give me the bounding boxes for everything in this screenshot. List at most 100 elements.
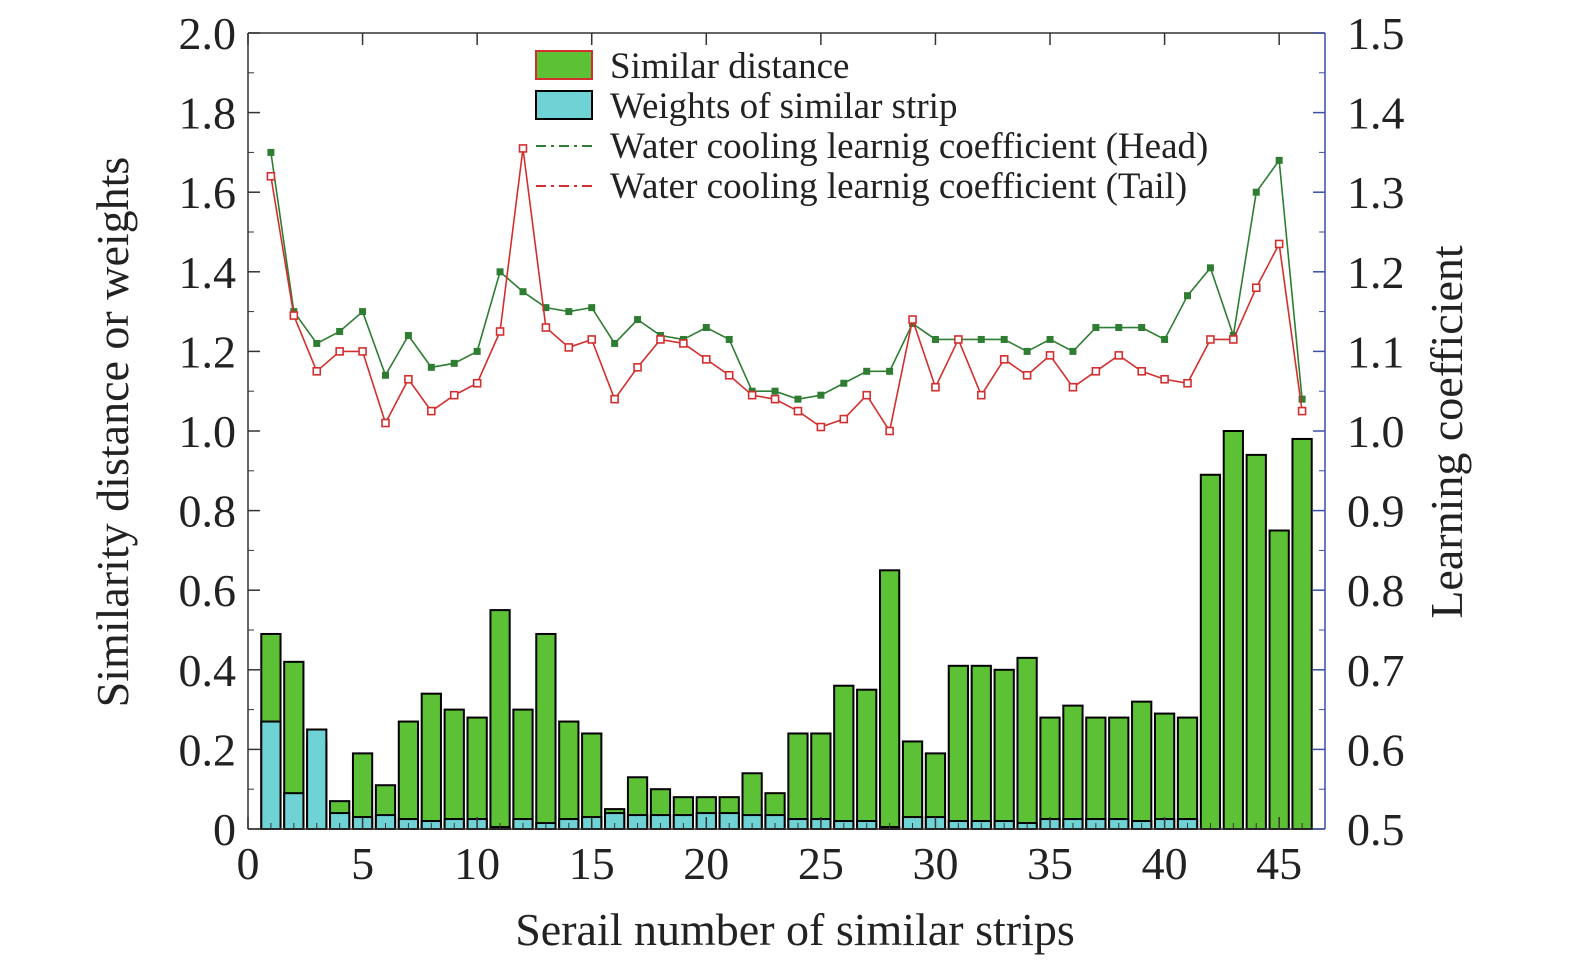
distance-bar bbox=[489, 609, 511, 830]
head-coefficient-point bbox=[1000, 335, 1008, 343]
distance-bar bbox=[1268, 529, 1290, 830]
tail-coefficient-point bbox=[495, 327, 505, 336]
y2-tick-label: 0.7 bbox=[1347, 645, 1405, 696]
head-coefficient-point bbox=[794, 395, 802, 403]
y2-tick-label: 1.5 bbox=[1347, 8, 1405, 59]
tail-coefficient-point bbox=[404, 374, 413, 384]
tail-coefficient-point bbox=[1297, 406, 1307, 416]
legend-label: Water cooling learnig coefficient (Head) bbox=[610, 126, 1208, 167]
head-coefficient-point bbox=[427, 363, 435, 371]
y2-tick-label: 1.1 bbox=[1347, 326, 1405, 377]
head-coefficient-point bbox=[381, 371, 389, 379]
axes-layer: 0 0.2 0.4 0.6 0.8 1.0 1.2 1.4 1.6 1.8 2.0 0.5 0.6 0.7… bbox=[179, 8, 1405, 889]
y-tick-label: 1.8 bbox=[179, 88, 237, 139]
tail-coefficient-point bbox=[518, 144, 528, 153]
tail-coefficient-point bbox=[541, 323, 551, 332]
y2-tick-label: 1.3 bbox=[1347, 167, 1405, 218]
y-axis-title: Similarity distance or weights bbox=[87, 157, 138, 708]
head-coefficient-point bbox=[1023, 347, 1031, 355]
legend-label: Similar distance bbox=[610, 46, 849, 87]
tail-coefficient-point bbox=[954, 335, 963, 344]
tail-coefficient-point bbox=[770, 394, 780, 404]
tail-coefficient-point bbox=[1114, 351, 1124, 360]
weight-bar bbox=[306, 728, 328, 830]
y-tick-label: 0 bbox=[213, 804, 236, 855]
tail-coefficient-point bbox=[381, 418, 390, 428]
tail-coefficient-point bbox=[335, 347, 344, 356]
y2-tick-label: 1.2 bbox=[1347, 247, 1405, 298]
y2-axis-title: Learning coefficient bbox=[1421, 245, 1472, 619]
tail-coefficient-point bbox=[1274, 239, 1284, 249]
head-coefficient-point bbox=[1252, 188, 1260, 196]
head-coefficient-point bbox=[565, 308, 573, 316]
tail-coefficient-point bbox=[701, 355, 711, 364]
y-tick-label: 2.0 bbox=[179, 8, 237, 59]
distance-bar bbox=[833, 684, 855, 830]
head-coefficient-point bbox=[1206, 264, 1214, 272]
head-coefficient-point bbox=[496, 268, 504, 276]
head-coefficient-point bbox=[1046, 335, 1054, 343]
tail-coefficient-point bbox=[358, 347, 367, 356]
distance-bar bbox=[1291, 437, 1313, 830]
distance-bar bbox=[1153, 712, 1176, 831]
x-axis-title: Serail number of similar strips bbox=[515, 904, 1075, 955]
head-coefficient-point bbox=[702, 324, 710, 332]
head-coefficient-point bbox=[542, 304, 550, 312]
x-tick-label: 15 bbox=[569, 838, 615, 889]
distance-bar bbox=[810, 732, 832, 830]
head-coefficient-point bbox=[519, 288, 527, 296]
distance-bar bbox=[1131, 700, 1153, 831]
tail-coefficient-point bbox=[1183, 378, 1192, 388]
legend-weight-swatch bbox=[535, 90, 593, 120]
distance-bar bbox=[558, 720, 580, 830]
legend-label: Weights of similar strip bbox=[610, 86, 957, 127]
tail-coefficient-point bbox=[564, 343, 574, 352]
x-tick-label: 45 bbox=[1256, 838, 1302, 889]
tail-coefficient-point bbox=[1068, 382, 1078, 392]
tail-coefficient-point bbox=[449, 390, 459, 400]
distance-bar bbox=[856, 688, 878, 831]
tail-coefficient-point bbox=[427, 406, 436, 416]
head-coefficient-point bbox=[817, 391, 825, 399]
y2-tick-label: 1.4 bbox=[1347, 88, 1405, 139]
distance-bar bbox=[1016, 656, 1038, 830]
head-coefficient-point bbox=[977, 335, 985, 343]
head-coefficient-point bbox=[1275, 156, 1283, 164]
y-tick-label: 1.6 bbox=[179, 167, 237, 218]
x-tick-label: 40 bbox=[1142, 838, 1188, 889]
distance-bar bbox=[993, 668, 1015, 830]
lines-layer bbox=[266, 144, 1307, 436]
head-coefficient-point bbox=[404, 331, 412, 339]
tail-coefficient-point bbox=[908, 315, 917, 324]
tail-coefficient-point bbox=[312, 366, 322, 376]
distance-bar bbox=[1199, 473, 1222, 830]
head-coefficient-point bbox=[863, 367, 871, 375]
tail-coefficient-point bbox=[1045, 351, 1055, 360]
x-tick-label: 5 bbox=[351, 838, 374, 889]
y-tick-label: 0.4 bbox=[179, 645, 237, 696]
tail-coefficient-point bbox=[656, 335, 665, 344]
y2-tick-label: 0.5 bbox=[1347, 804, 1405, 855]
head-coefficient-point bbox=[473, 347, 481, 355]
bars-layer bbox=[260, 430, 1313, 831]
tail-coefficient-point bbox=[839, 414, 849, 424]
weight-bar bbox=[260, 720, 282, 830]
head-coefficient-point bbox=[1298, 395, 1306, 403]
distance-bar bbox=[397, 720, 420, 830]
tail-coefficient-point bbox=[610, 394, 619, 404]
head-coefficient-point bbox=[267, 148, 275, 156]
tail-coefficient-point bbox=[289, 311, 299, 320]
distance-bar bbox=[466, 716, 488, 830]
y-tick-label: 0.8 bbox=[179, 486, 237, 537]
tail-coefficient-point bbox=[1022, 370, 1032, 380]
tail-coefficient-point bbox=[816, 422, 826, 432]
head-coefficient-line bbox=[270, 152, 1303, 400]
y-tick-label: 1.2 bbox=[179, 326, 237, 377]
y-tick-label: 0.6 bbox=[179, 565, 237, 616]
distance-bar bbox=[1062, 704, 1084, 830]
x-tick-label: 25 bbox=[798, 838, 844, 889]
distance-bar bbox=[878, 569, 901, 830]
head-coefficient-point bbox=[336, 328, 344, 335]
